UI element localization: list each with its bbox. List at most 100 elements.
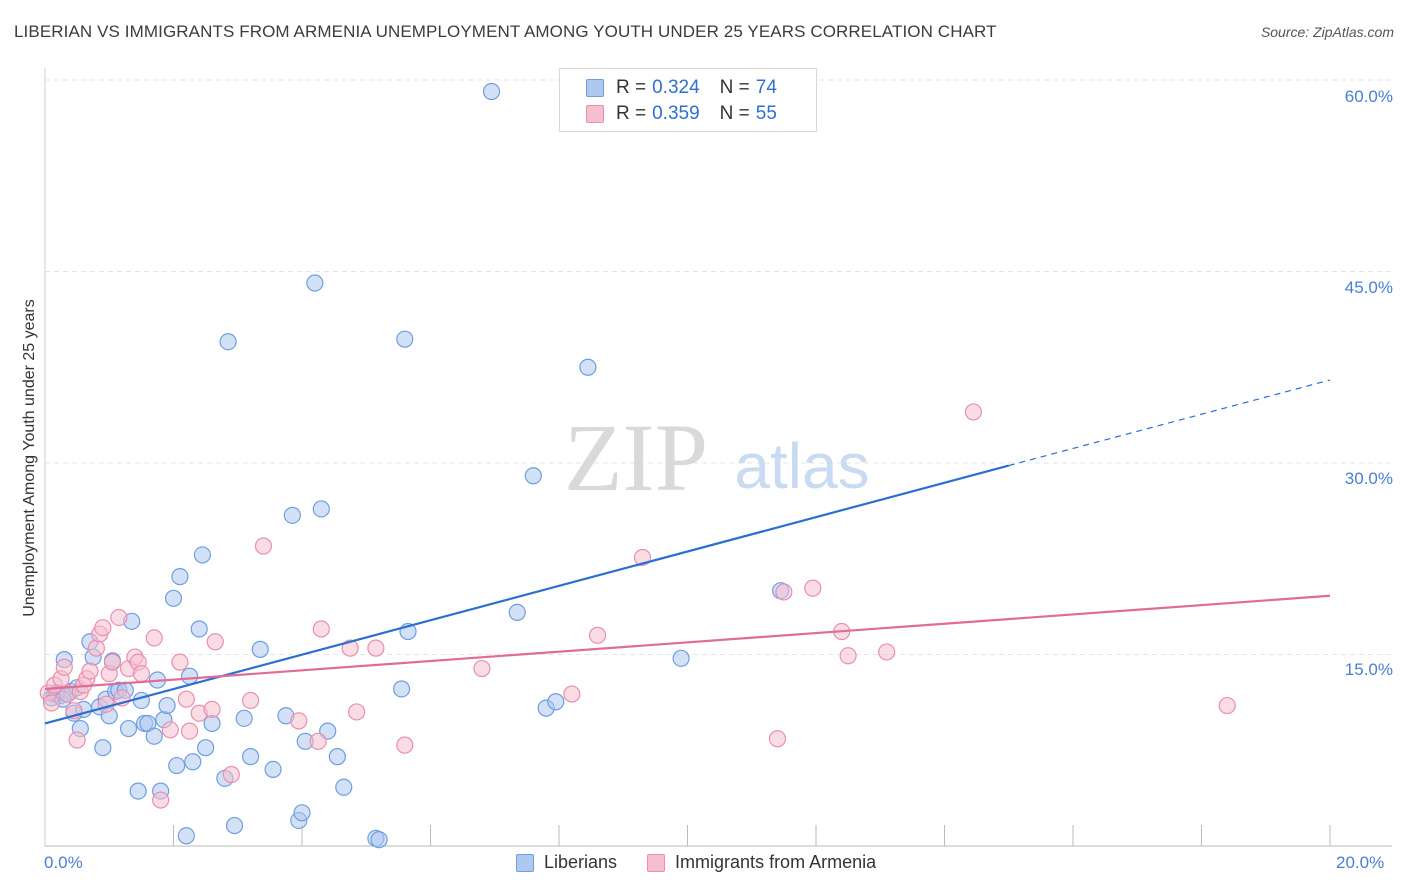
liberians-point [180,667,199,685]
series-legend: Liberians Immigrants from Armenia [516,852,906,873]
armenia-point [473,659,491,678]
x-tick-label-start: 0.0% [44,853,83,872]
liberians-point [482,82,501,101]
armenia-point [312,620,330,638]
grid-lines [45,79,1392,655]
liberians-point [579,358,597,376]
armenia-point [97,695,115,713]
source-label: Source: ZipAtlas.com [1260,24,1394,40]
armenia-point [206,633,224,651]
legend-n-label: N = [719,103,750,124]
legend-n-value: 74 [755,77,777,98]
x-tick-label-end: 20.0% [1336,853,1385,872]
y-tick-label: 45.0% [1344,278,1393,297]
armenia-point [42,694,61,712]
liberians-point [177,827,195,845]
trend-lines [44,379,1331,725]
armenia-point [55,658,73,676]
liberians-point [396,330,414,348]
armenia-point [348,703,366,721]
liberians-point [251,640,269,658]
liberians-point [164,589,183,607]
legend-label: Liberians [544,852,618,872]
liberians-point [132,691,150,710]
legend-label: Immigrants from Armenia [675,852,877,872]
liberians-point [283,506,301,524]
armenia-point [309,732,327,750]
chart-title: LIBERIAN VS IMMIGRANTS FROM ARMENIA UNEM… [14,22,997,41]
armenia-point [242,691,260,710]
liberians-point [242,748,260,766]
armenia-point [180,722,199,740]
liberians-trend-line [44,464,1010,725]
liberians-point [508,603,526,621]
liberians-point [219,333,237,351]
watermark-atlas: atlas [734,430,869,502]
legend-row-armenia: R = 0.359 N = 55 [586,102,777,126]
legend-r-value: 0.359 [652,103,700,124]
legend-r-label: R = [616,103,647,124]
armenia-point [222,765,240,784]
liberians-point [145,727,163,745]
armenia-point [839,647,857,665]
armenia-point [290,712,308,730]
armenia-point [161,721,179,739]
legend-item-armenia[interactable]: Immigrants from Armenia [647,852,876,873]
correlation-legend: R = 0.324 N = 74 R = 0.359 N = 55 [559,68,817,132]
watermark: ZIP atlas [564,404,870,511]
legend-swatch-blue [586,79,604,97]
legend-row-liberians: R = 0.324 N = 74 [586,76,777,100]
armenia-point [94,619,112,637]
liberians-point [197,739,215,757]
liberians-point [264,760,282,779]
legend-r-value: 0.324 [652,77,700,98]
armenia-point [87,639,106,657]
liberians-point [235,709,253,727]
legend-n-value: 55 [755,103,777,124]
armenia-point [145,629,163,647]
armenia-point [588,626,607,644]
armenia-point [177,690,195,708]
armenia-trend-line [44,594,1331,691]
liberians-point [328,748,346,766]
liberians-point [306,274,324,292]
y-tick-label: 15.0% [1344,660,1393,679]
liberians-point [129,782,147,800]
armenia-point [804,579,822,597]
liberians-point [168,756,186,775]
liberians-point [94,739,112,757]
liberians-trend-extension [1008,379,1331,467]
watermark-zip: ZIP [564,404,708,511]
armenia-point [768,730,787,748]
armenia-point [341,639,359,657]
armenia-point [964,403,983,421]
armenia-point [878,643,896,661]
armenia-point [203,700,221,718]
liberians-point [524,467,542,485]
armenia-point [1218,696,1236,715]
liberians-point [293,804,311,822]
armenia-point [81,662,99,680]
liberians-point [225,816,244,835]
legend-item-liberians[interactable]: Liberians [516,852,617,873]
liberians-point [193,546,212,564]
armenia-point [563,685,581,703]
axes [44,68,1392,847]
liberians-point [370,831,388,849]
legend-swatch-pink [586,105,604,123]
liberians-point [312,500,330,518]
liberians-point [171,568,189,586]
liberians-point [547,693,565,711]
armenia-point [132,665,150,683]
liberians-point [672,649,690,667]
liberians-point [392,680,411,698]
data-points [39,82,1236,849]
y-tick-label: 60.0% [1344,87,1393,106]
liberians-point [184,753,202,771]
liberians-point [190,620,208,638]
armenia-point [171,653,189,671]
liberians-point [158,696,176,715]
armenia-point [396,736,414,754]
legend-n-label: N = [719,77,750,98]
